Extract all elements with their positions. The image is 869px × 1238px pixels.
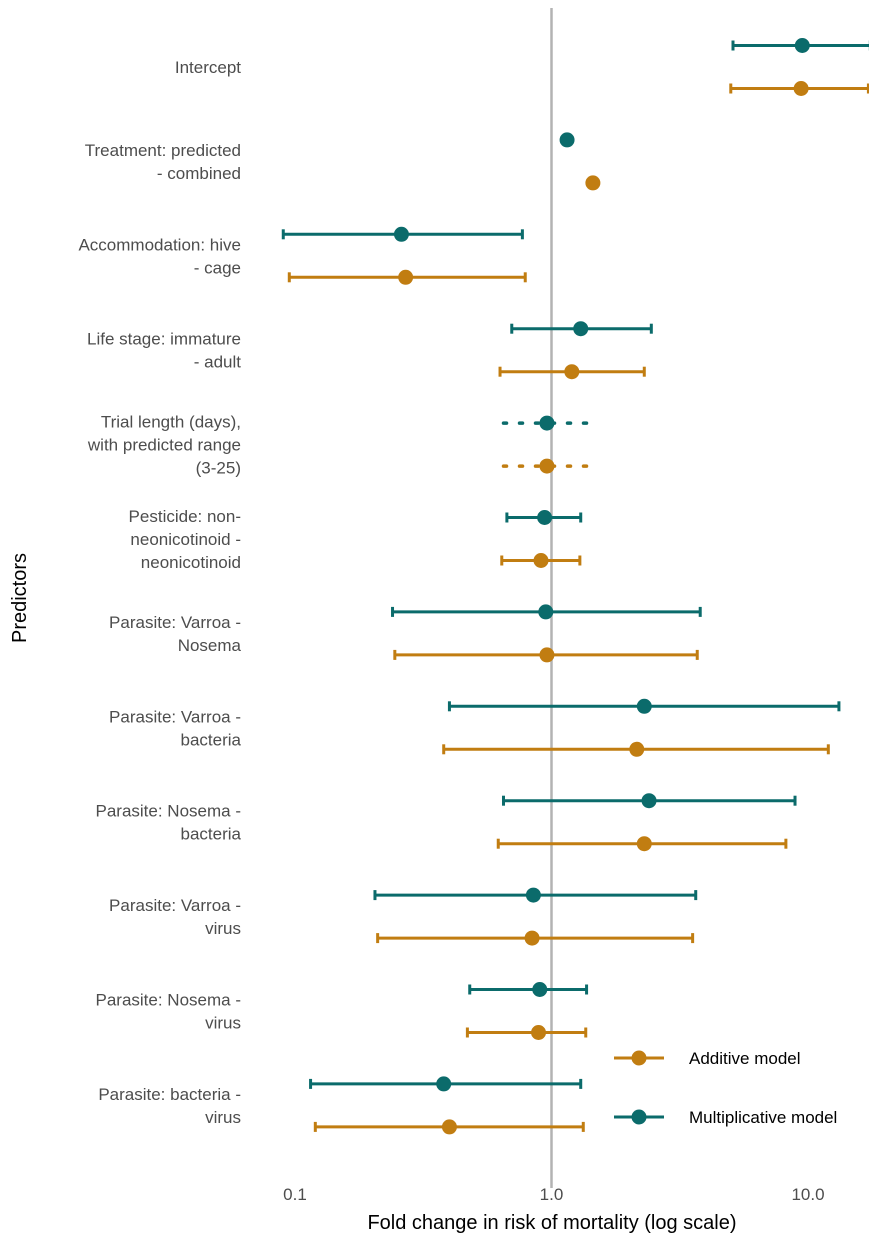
predictor-label-line: bacteria [181, 825, 242, 844]
predictor-row [373, 887, 698, 946]
multiplicative-estimate-point [641, 793, 657, 809]
predictor-label-line: Nosema [178, 636, 242, 655]
additive-estimate-point [539, 647, 555, 663]
predictor-label: Parasite: Varroa - virus [109, 896, 241, 938]
multiplicative-estimate-point [532, 982, 548, 997]
predictor-label: Parasite: Varroa - Nosema [109, 613, 242, 655]
predictor-label-line: - adult [194, 353, 242, 372]
additive-estimate-point [524, 930, 540, 946]
predictor-label-line: Parasite: Nosema - [96, 802, 242, 821]
legend-label: Multiplicative model [689, 1108, 837, 1127]
multiplicative-estimate-point [539, 415, 555, 431]
x-tick-label: 10.0 [791, 1185, 824, 1204]
predictor-label-line: (3-25) [196, 459, 241, 478]
predictor-label: Parasite: Nosema - virus [96, 991, 242, 1033]
predictor-label-line: Pesticide: non- [129, 507, 241, 526]
additive-estimate-point [585, 175, 601, 191]
legend-point [631, 1050, 647, 1066]
predictor-label: Pesticide: non-neonicotinoid - neonicotin… [129, 507, 241, 572]
estimate-marks [281, 38, 869, 1135]
predictor-label: Intercept [175, 58, 241, 77]
predictor-label-line: Trial length (days), [101, 413, 241, 432]
legend-item: Additive model [614, 1049, 801, 1068]
additive-estimate-point [539, 458, 555, 474]
predictor-row [729, 38, 869, 96]
predictor-label-line: bacteria [181, 730, 242, 749]
predictor-label-line: virus [205, 1014, 241, 1033]
additive-estimate-point [398, 269, 414, 285]
x-axis-title: Fold change in risk of mortality (log sc… [367, 1212, 736, 1234]
additive-estimate-point [793, 81, 809, 96]
predictor-row [442, 698, 841, 757]
predictor-labels: Intercept Treatment: predicted - combined A… [78, 58, 241, 1127]
predictor-label-line: neonicotinoid - [130, 530, 241, 549]
predictor-label-line: with predicted range [87, 436, 241, 455]
legend-point [631, 1109, 647, 1125]
predictor-label-line: virus [205, 919, 241, 938]
predictor-row [309, 1076, 585, 1135]
x-axis-ticks: 0.1 1.0 10.0 [283, 1185, 824, 1204]
predictor-label-line: Parasite: Varroa - [109, 707, 241, 726]
predictor-label: Trial length (days), with predicted range… [87, 413, 241, 478]
predictor-label: Life stage: immature - adult [87, 330, 241, 372]
predictor-label-line: virus [205, 1108, 241, 1127]
predictor-label: Parasite: bacteria - virus [98, 1085, 241, 1127]
additive-estimate-point [531, 1025, 547, 1040]
legend-item: Multiplicative model [614, 1108, 837, 1127]
multiplicative-estimate-point [537, 510, 553, 525]
predictor-label-line: Parasite: Nosema - [96, 991, 242, 1010]
additive-estimate-point [533, 553, 549, 568]
additive-estimate-point [636, 836, 652, 852]
multiplicative-estimate-point [794, 38, 810, 53]
predictor-row [496, 793, 797, 852]
legend-label: Additive model [689, 1049, 801, 1068]
predictor-label-line: neonicotinoid [141, 553, 241, 572]
predictor-label-line: - combined [157, 164, 241, 183]
y-axis-title: Predictors [9, 553, 31, 643]
multiplicative-estimate-point [393, 226, 409, 242]
predictor-label-line: - cage [194, 258, 241, 277]
multiplicative-estimate-point [436, 1076, 452, 1092]
predictor-row [281, 226, 527, 285]
predictor-row [559, 132, 601, 191]
predictor-label-line: Life stage: immature [87, 330, 241, 349]
predictor-label-line: Treatment: predicted [85, 141, 241, 160]
multiplicative-estimate-point [525, 887, 541, 903]
predictor-label: Accommodation: hive - cage [78, 235, 241, 277]
predictor-row [465, 982, 589, 1040]
predictor-row [501, 415, 601, 474]
predictor-label-line: Parasite: Varroa - [109, 896, 241, 915]
additive-estimate-point [629, 741, 645, 757]
multiplicative-estimate-point [538, 604, 554, 620]
predictor-label: Treatment: predicted - combined [85, 141, 241, 183]
legend: Additive model Multiplicative model [614, 1049, 837, 1127]
predictor-label-line: Parasite: bacteria - [98, 1085, 241, 1104]
predictor-label-line: Accommodation: hive [78, 235, 241, 254]
predictor-row [391, 604, 702, 663]
multiplicative-estimate-point [573, 321, 589, 337]
predictor-row [498, 321, 653, 380]
predictor-label-line: Intercept [175, 58, 241, 77]
x-tick-label: 1.0 [540, 1185, 564, 1204]
x-tick-label: 0.1 [283, 1185, 307, 1204]
predictor-row [500, 510, 583, 568]
additive-estimate-point [564, 364, 580, 380]
predictor-label-line: Parasite: Varroa - [109, 613, 241, 632]
multiplicative-estimate-point [636, 698, 652, 714]
predictor-label: Parasite: Varroa - bacteria [109, 707, 242, 749]
additive-estimate-point [441, 1119, 457, 1135]
multiplicative-estimate-point [559, 132, 575, 148]
predictor-label: Parasite: Nosema - bacteria [96, 802, 242, 844]
